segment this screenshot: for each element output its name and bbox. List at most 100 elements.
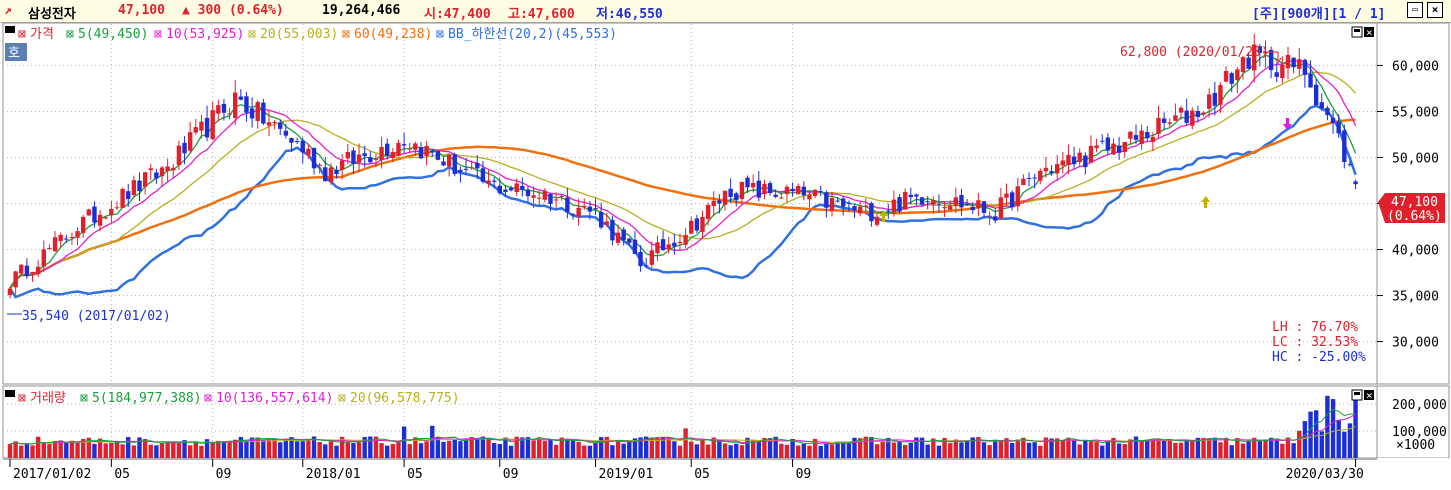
volume-bar — [773, 436, 778, 458]
candle-body — [69, 237, 75, 239]
candle-body — [1122, 142, 1127, 152]
candle-body — [1195, 111, 1201, 118]
candle-body — [244, 96, 249, 113]
stat-lc: LC : 32.53% — [1272, 335, 1358, 350]
volume-bar — [35, 436, 41, 458]
volume-bar — [632, 438, 638, 458]
candle-body — [323, 167, 328, 182]
volume-bar — [30, 445, 35, 458]
candle-body — [824, 192, 829, 208]
candle-body — [1246, 57, 1251, 69]
candle-body — [334, 169, 339, 175]
close-icon[interactable]: × — [1427, 2, 1443, 18]
volume-bar — [1083, 439, 1088, 458]
candle-body — [863, 205, 868, 207]
svg-text:⊠: ⊠ — [18, 27, 26, 42]
candle-body — [638, 251, 643, 267]
volume-bar — [300, 441, 305, 458]
x-tick-label: 2019/01 — [599, 467, 654, 482]
candle-body — [756, 180, 761, 198]
volume-bar — [812, 438, 818, 458]
volume-bar — [801, 443, 807, 458]
candle-body — [559, 195, 564, 197]
price-panel[interactable] — [2, 22, 1378, 385]
quote-side-button[interactable]: 호 — [5, 43, 27, 61]
candle-body — [446, 154, 452, 167]
volume-bar — [1032, 442, 1037, 458]
volume-bar — [261, 439, 266, 458]
volume-bar — [1054, 438, 1060, 458]
candle-body — [278, 122, 283, 129]
x-tick-label: 09 — [796, 467, 812, 482]
candle-body — [576, 207, 581, 217]
candle-body — [936, 203, 942, 205]
volume-bar — [948, 443, 953, 458]
volume-bar — [255, 437, 260, 458]
candle-body — [891, 199, 897, 214]
volume-bar — [430, 425, 435, 458]
candle-body — [914, 194, 919, 197]
volume-bar — [216, 440, 221, 458]
volume-bar — [446, 440, 452, 458]
candle-body — [64, 238, 69, 240]
volume-bar — [683, 428, 688, 458]
volume-bar — [1347, 423, 1353, 458]
candle-body — [1015, 186, 1020, 207]
volume-bar — [1015, 439, 1020, 458]
candle-body — [1297, 59, 1302, 69]
candle-body — [886, 210, 891, 212]
candle-body — [469, 167, 474, 169]
svg-text:47,100: 47,100 — [1391, 195, 1438, 210]
volume-tick-label: 100,000 — [1392, 425, 1447, 440]
volume-bar — [413, 437, 418, 458]
volume-legend: ⊠ 거래량 ⊠ 5(184,977,388) ⊠ 10(136,557,614)… — [5, 390, 460, 406]
candle-body — [897, 197, 902, 212]
volume-bar — [171, 442, 176, 458]
volume-bar — [981, 442, 987, 458]
candle-body — [829, 198, 835, 211]
volume-bar — [1342, 431, 1347, 458]
volume-bar — [103, 443, 108, 458]
stock-name[interactable]: 삼성전자 — [28, 7, 76, 22]
candle-body — [655, 242, 660, 254]
volume-bar — [880, 441, 885, 458]
candle-body — [520, 186, 525, 190]
svg-text:⊠: ⊠ — [66, 27, 74, 42]
volume-bar — [390, 443, 396, 458]
volume-bar — [317, 442, 322, 458]
volume-bar — [891, 442, 897, 458]
svg-text:호: 호 — [8, 46, 20, 61]
volume-bar — [283, 439, 289, 458]
volume-panel-controls[interactable]: × — [1351, 389, 1374, 402]
candle-body — [948, 205, 953, 210]
volume-bar — [976, 436, 981, 458]
volume-bar — [1235, 438, 1240, 458]
legend-ma60: 60(49,238) — [354, 27, 432, 42]
candle-body — [154, 172, 159, 179]
candle-body — [582, 205, 587, 207]
volume-bar — [126, 437, 131, 458]
candle-body — [24, 265, 30, 277]
high-annotation: 62,800 (2020/01/20) — [1120, 45, 1282, 64]
candle-body — [52, 237, 58, 252]
candle-body — [126, 191, 131, 200]
candle-body — [1009, 192, 1015, 208]
volume-bar — [750, 439, 756, 458]
volume-bar — [373, 436, 379, 458]
volume-bar — [109, 442, 114, 458]
volume-bar — [407, 444, 412, 458]
volume-bar — [306, 438, 311, 458]
period-selector[interactable]: [주][900개][1 / 1] — [1252, 7, 1386, 22]
volume-bar — [480, 436, 486, 458]
volume-bar — [964, 441, 970, 458]
y-tick-label: 60,000 — [1392, 59, 1439, 74]
volume-bar — [131, 445, 137, 458]
svg-text:⊠: ⊠ — [80, 391, 88, 406]
candle-body — [610, 219, 615, 241]
candle-body — [508, 188, 514, 191]
volume-bar — [1021, 437, 1026, 458]
restore-icon[interactable]: ▭ — [1407, 2, 1423, 18]
volume-bar — [463, 439, 469, 458]
candle-body — [925, 201, 930, 203]
price-panel-controls[interactable]: × — [1351, 26, 1374, 39]
